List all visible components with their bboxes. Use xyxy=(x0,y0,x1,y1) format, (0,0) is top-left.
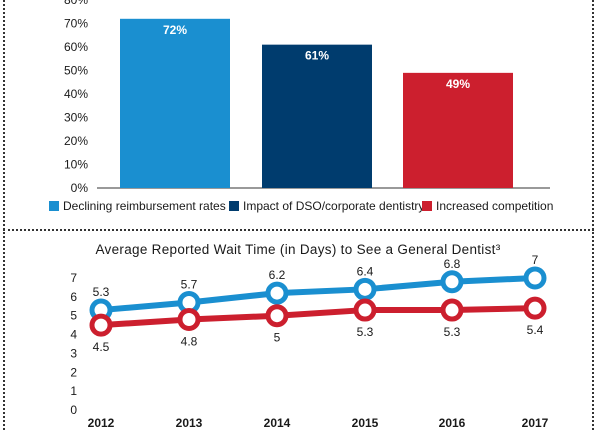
bar-y-tick-label: 30% xyxy=(64,111,88,125)
legend-label: Impact of DSO/corporate dentistry xyxy=(243,199,424,213)
line-x-tick-label: 2016 xyxy=(439,416,466,430)
line-y-tick-label: 6 xyxy=(70,290,77,304)
line-series-path xyxy=(100,275,536,314)
line-chart-title: Average Reported Wait Time (in Days) to … xyxy=(95,242,500,257)
line-point xyxy=(440,298,464,322)
line-point xyxy=(440,270,464,294)
bar xyxy=(403,72,513,188)
bar xyxy=(120,18,230,188)
line-point-label: 4.5 xyxy=(93,340,110,354)
line-point xyxy=(177,291,201,315)
line-point-label: 5.7 xyxy=(181,278,198,292)
bar-y-tick-label: 40% xyxy=(64,87,88,101)
line-point xyxy=(89,298,113,322)
line-y-tick-label: 1 xyxy=(70,384,77,398)
bar-chart: 0% 10% 20% 30% 40% 50% 60% 70% 80% 72% 61% 49% Dec… xyxy=(49,0,553,213)
bar-y-tick-label: 60% xyxy=(64,40,88,54)
bar-value-label: 61% xyxy=(305,49,329,63)
line-point-label: 4.8 xyxy=(181,334,198,348)
legend-swatch xyxy=(49,201,59,211)
line-y-tick-label: 5 xyxy=(70,309,77,323)
frame-border-right xyxy=(592,0,594,430)
line-point xyxy=(353,298,377,322)
bar-y-tick-label: 20% xyxy=(64,134,88,148)
frame-border-left xyxy=(3,0,5,430)
line-point xyxy=(265,304,289,328)
line-y-tick-label: 3 xyxy=(70,346,77,360)
bar-y-tick-label: 80% xyxy=(64,0,88,7)
bar xyxy=(262,44,372,189)
line-x-tick-label: 2014 xyxy=(264,416,291,430)
line-point-label: 5.3 xyxy=(93,285,110,299)
line-point-label: 6.8 xyxy=(444,257,461,271)
line-y-tick-label: 2 xyxy=(70,365,77,379)
line-x-tick-label: 2017 xyxy=(522,416,549,430)
line-point-label: 5.3 xyxy=(444,325,461,339)
legend-label: Declining reimbursement rates xyxy=(63,199,226,213)
line-point-label: 7 xyxy=(532,253,539,267)
line-point-label: 5.3 xyxy=(357,325,374,339)
line-y-tick-label: 7 xyxy=(70,271,77,285)
bar-value-label: 72% xyxy=(163,23,187,37)
section-divider xyxy=(3,229,594,231)
bar-y-tick-label: 70% xyxy=(64,17,88,31)
line-point xyxy=(89,313,113,337)
line-point-label: 5 xyxy=(274,331,281,345)
line-point xyxy=(353,277,377,301)
bar-y-tick-label: 10% xyxy=(64,158,88,172)
bar-value-label: 49% xyxy=(446,77,470,91)
legend-swatch xyxy=(422,201,432,211)
line-series-path xyxy=(100,305,536,329)
line-x-tick-label: 2015 xyxy=(352,416,379,430)
line-y-tick-label: 4 xyxy=(70,328,77,342)
line-point-label: 6.4 xyxy=(357,264,374,278)
legend-swatch xyxy=(229,201,239,211)
line-point xyxy=(523,266,547,290)
line-point xyxy=(523,296,547,320)
line-y-tick-label: 0 xyxy=(70,403,77,417)
line-x-tick-label: 2013 xyxy=(176,416,203,430)
line-point-label: 5.4 xyxy=(527,323,544,337)
bar-y-tick-label: 50% xyxy=(64,64,88,78)
line-point-label: 6.2 xyxy=(269,268,286,282)
line-x-tick-label: 2012 xyxy=(88,416,115,430)
legend-label: Increased competition xyxy=(436,199,553,213)
bar-y-tick-label: 0% xyxy=(71,181,89,195)
line-point xyxy=(177,307,201,331)
line-point xyxy=(265,281,289,305)
